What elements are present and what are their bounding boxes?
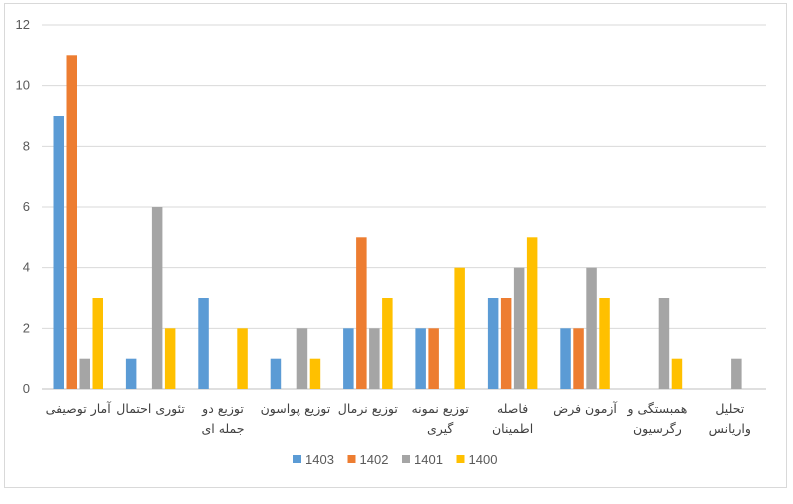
bar-1401-4 (369, 328, 380, 389)
gridlines (42, 24, 766, 390)
x-tick-label: همبستگی و (626, 401, 687, 417)
legend-label: 1400 (469, 452, 498, 467)
bar-1400-4 (382, 298, 393, 389)
legend-label: 1403 (305, 452, 334, 467)
bar-1400-3 (309, 358, 321, 389)
x-tick-label: اطمینان (492, 421, 533, 436)
bar-1401-9 (731, 358, 742, 389)
bar-1403-1 (125, 358, 137, 389)
x-tick-label: آزمون فرض (553, 401, 617, 417)
x-tick-label: گیری (427, 421, 453, 437)
legend-label: 1402 (360, 452, 389, 467)
bar-1402-7 (573, 328, 584, 389)
bar-1403-0 (53, 116, 64, 389)
legend-swatch-1401 (402, 455, 410, 463)
bar-1403-7 (560, 328, 571, 389)
bar-1403-5 (415, 328, 426, 389)
bar-1400-8 (671, 358, 683, 389)
x-tick-label: تئوری احتمال (116, 401, 185, 417)
bar-1401-3 (296, 328, 308, 389)
y-tick-label: 12 (16, 17, 30, 32)
x-tick-label: تحلیل (715, 401, 744, 416)
bar-1400-1 (164, 328, 176, 389)
bar-1400-5 (454, 267, 465, 389)
x-tick-label: رگرسیون (633, 421, 682, 437)
chart-frame (4, 3, 787, 488)
bar-1400-2 (237, 328, 248, 389)
y-tick-label: 8 (23, 138, 30, 153)
bar-1400-6 (526, 237, 538, 389)
legend-swatch-1403 (293, 455, 301, 463)
bar-1402-5 (428, 328, 439, 389)
bar-1403-4 (343, 328, 354, 389)
bar-1401-0 (79, 358, 90, 389)
bar-1402-6 (500, 298, 512, 389)
bar-1401-8 (658, 298, 670, 389)
x-tick-label: جمله ای (201, 421, 244, 436)
bar-1400-7 (599, 298, 610, 389)
bar-1403-3 (270, 358, 282, 389)
bar-1403-6 (487, 298, 499, 389)
x-tick-label: توزیع نرمال (338, 401, 399, 417)
bar-1400-0 (92, 298, 103, 389)
bars (53, 55, 742, 390)
legend-label: 1401 (414, 452, 443, 467)
y-tick-label: 2 (23, 320, 30, 335)
x-tick-label: واریانس (709, 421, 751, 437)
x-tick-label: توزیع نمونه (411, 401, 469, 417)
x-tick-label: توزیع دو (201, 401, 244, 417)
x-tick-label: فاصله (497, 401, 528, 416)
legend-swatch-1402 (347, 455, 356, 463)
legend: 1403 1402 1401 1400 (293, 452, 497, 467)
y-tick-label: 6 (23, 199, 30, 214)
legend-swatch-1400 (456, 455, 465, 463)
bar-1401-7 (586, 267, 597, 389)
bar-1401-1 (151, 207, 163, 389)
bar-1403-2 (198, 298, 209, 389)
x-tick-label: آمار توصیفی (46, 401, 112, 417)
y-tick-label: 4 (23, 260, 30, 275)
y-tick-label: 0 (23, 381, 30, 396)
bar-1402-0 (66, 55, 77, 390)
bar-1402-4 (356, 237, 367, 389)
x-tick-label: توزیع پواسون (261, 401, 331, 417)
y-tick-label: 10 (16, 78, 30, 93)
y-axis-ticks: 0 2 4 6 8 10 12 (16, 17, 30, 396)
x-axis-labels: آمار توصیفی تئوری احتمال توزیع دو جمله ای تو… (46, 401, 751, 437)
bar-1401-6 (513, 267, 525, 389)
